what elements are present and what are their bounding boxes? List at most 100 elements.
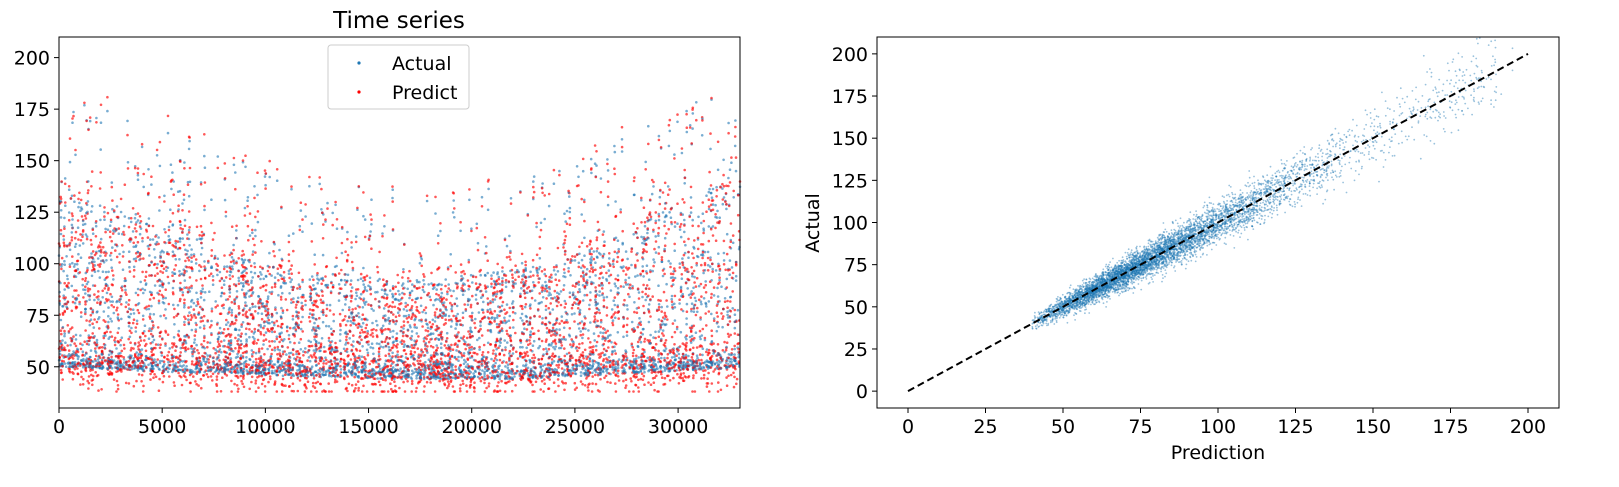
predict-point bbox=[251, 229, 254, 232]
predict-point bbox=[531, 327, 534, 330]
predict-point bbox=[514, 332, 517, 335]
actual-point bbox=[84, 292, 87, 295]
actual-point bbox=[589, 291, 592, 294]
actual-point bbox=[471, 312, 474, 315]
predict-point bbox=[312, 385, 315, 388]
predict-point bbox=[391, 355, 394, 358]
actual-point bbox=[311, 222, 314, 225]
actual-point bbox=[644, 161, 647, 164]
predict-point bbox=[312, 279, 315, 282]
predict-point bbox=[243, 345, 246, 348]
actual-point bbox=[648, 342, 651, 345]
actual-point bbox=[71, 231, 74, 234]
actual-point bbox=[388, 346, 391, 349]
predict-point bbox=[402, 381, 405, 384]
actual-point bbox=[451, 320, 454, 323]
predict-point bbox=[394, 306, 397, 309]
predict-point bbox=[715, 195, 718, 198]
predict-point bbox=[83, 340, 86, 343]
actual-point bbox=[576, 165, 579, 168]
predict-point bbox=[290, 185, 293, 188]
predict-point bbox=[203, 315, 206, 318]
predict-point bbox=[672, 279, 675, 282]
predict-point bbox=[718, 281, 721, 284]
actual-point bbox=[179, 237, 182, 240]
predict-point bbox=[324, 218, 327, 221]
predict-point bbox=[372, 335, 375, 338]
predict-point bbox=[700, 359, 703, 362]
actual-point bbox=[414, 368, 417, 371]
predict-point bbox=[265, 338, 268, 341]
predict-point bbox=[678, 382, 681, 385]
predict-point bbox=[467, 279, 470, 282]
actual-point bbox=[77, 226, 80, 229]
predict-point bbox=[141, 374, 144, 377]
predict-point bbox=[579, 356, 582, 359]
predict-point bbox=[183, 302, 186, 305]
predict-point bbox=[381, 341, 384, 344]
predict-point bbox=[277, 267, 280, 270]
actual-point bbox=[325, 284, 328, 287]
predict-point bbox=[210, 272, 213, 275]
predict-point bbox=[690, 339, 693, 342]
actual-point bbox=[583, 237, 586, 240]
predict-point bbox=[529, 321, 532, 324]
predict-point bbox=[710, 228, 713, 231]
predict-point bbox=[382, 317, 385, 320]
actual-point bbox=[404, 302, 407, 305]
predict-point bbox=[172, 291, 175, 294]
actual-point bbox=[98, 250, 101, 253]
actual-point bbox=[621, 242, 624, 245]
predict-point bbox=[87, 290, 90, 293]
predict-point bbox=[609, 381, 612, 384]
actual-point bbox=[322, 254, 325, 257]
predict-point bbox=[156, 358, 159, 361]
predict-point bbox=[200, 266, 203, 269]
predict-point bbox=[338, 272, 341, 275]
predict-point bbox=[77, 198, 80, 201]
actual-point bbox=[86, 235, 89, 238]
actual-point bbox=[403, 343, 406, 346]
actual-point bbox=[636, 274, 639, 277]
actual-point bbox=[378, 300, 381, 303]
predict-point bbox=[569, 261, 572, 264]
predict-point bbox=[96, 321, 99, 324]
actual-point bbox=[417, 355, 420, 358]
actual-point bbox=[251, 232, 254, 235]
predict-point bbox=[603, 305, 606, 308]
predict-point bbox=[277, 279, 280, 282]
predict-point bbox=[84, 279, 87, 282]
actual-point bbox=[97, 257, 100, 260]
actual-point bbox=[292, 297, 295, 300]
actual-point bbox=[358, 316, 361, 319]
actual-point bbox=[147, 364, 150, 367]
predict-point bbox=[288, 277, 291, 280]
predict-point bbox=[362, 313, 365, 316]
predict-point bbox=[135, 380, 138, 383]
actual-point bbox=[469, 327, 472, 330]
predict-point bbox=[529, 349, 532, 352]
actual-point bbox=[429, 328, 432, 331]
actual-point bbox=[75, 243, 78, 246]
predict-point bbox=[204, 277, 207, 280]
predict-point bbox=[674, 221, 677, 224]
actual-point bbox=[158, 368, 161, 371]
actual-point bbox=[362, 306, 365, 309]
predict-point bbox=[168, 375, 171, 378]
predict-point bbox=[711, 270, 714, 273]
predict-point bbox=[671, 300, 674, 303]
predict-point bbox=[378, 306, 381, 309]
predict-point bbox=[216, 304, 219, 307]
predict-point bbox=[696, 307, 699, 310]
predict-point bbox=[524, 261, 527, 264]
predict-point bbox=[723, 341, 726, 344]
predict-point bbox=[728, 335, 731, 338]
actual-point bbox=[396, 332, 399, 335]
actual-point bbox=[315, 364, 318, 367]
predict-point bbox=[392, 228, 395, 231]
actual-point bbox=[188, 140, 191, 143]
predict-point bbox=[679, 225, 682, 228]
predict-point bbox=[537, 308, 540, 311]
predict-point bbox=[729, 320, 732, 323]
